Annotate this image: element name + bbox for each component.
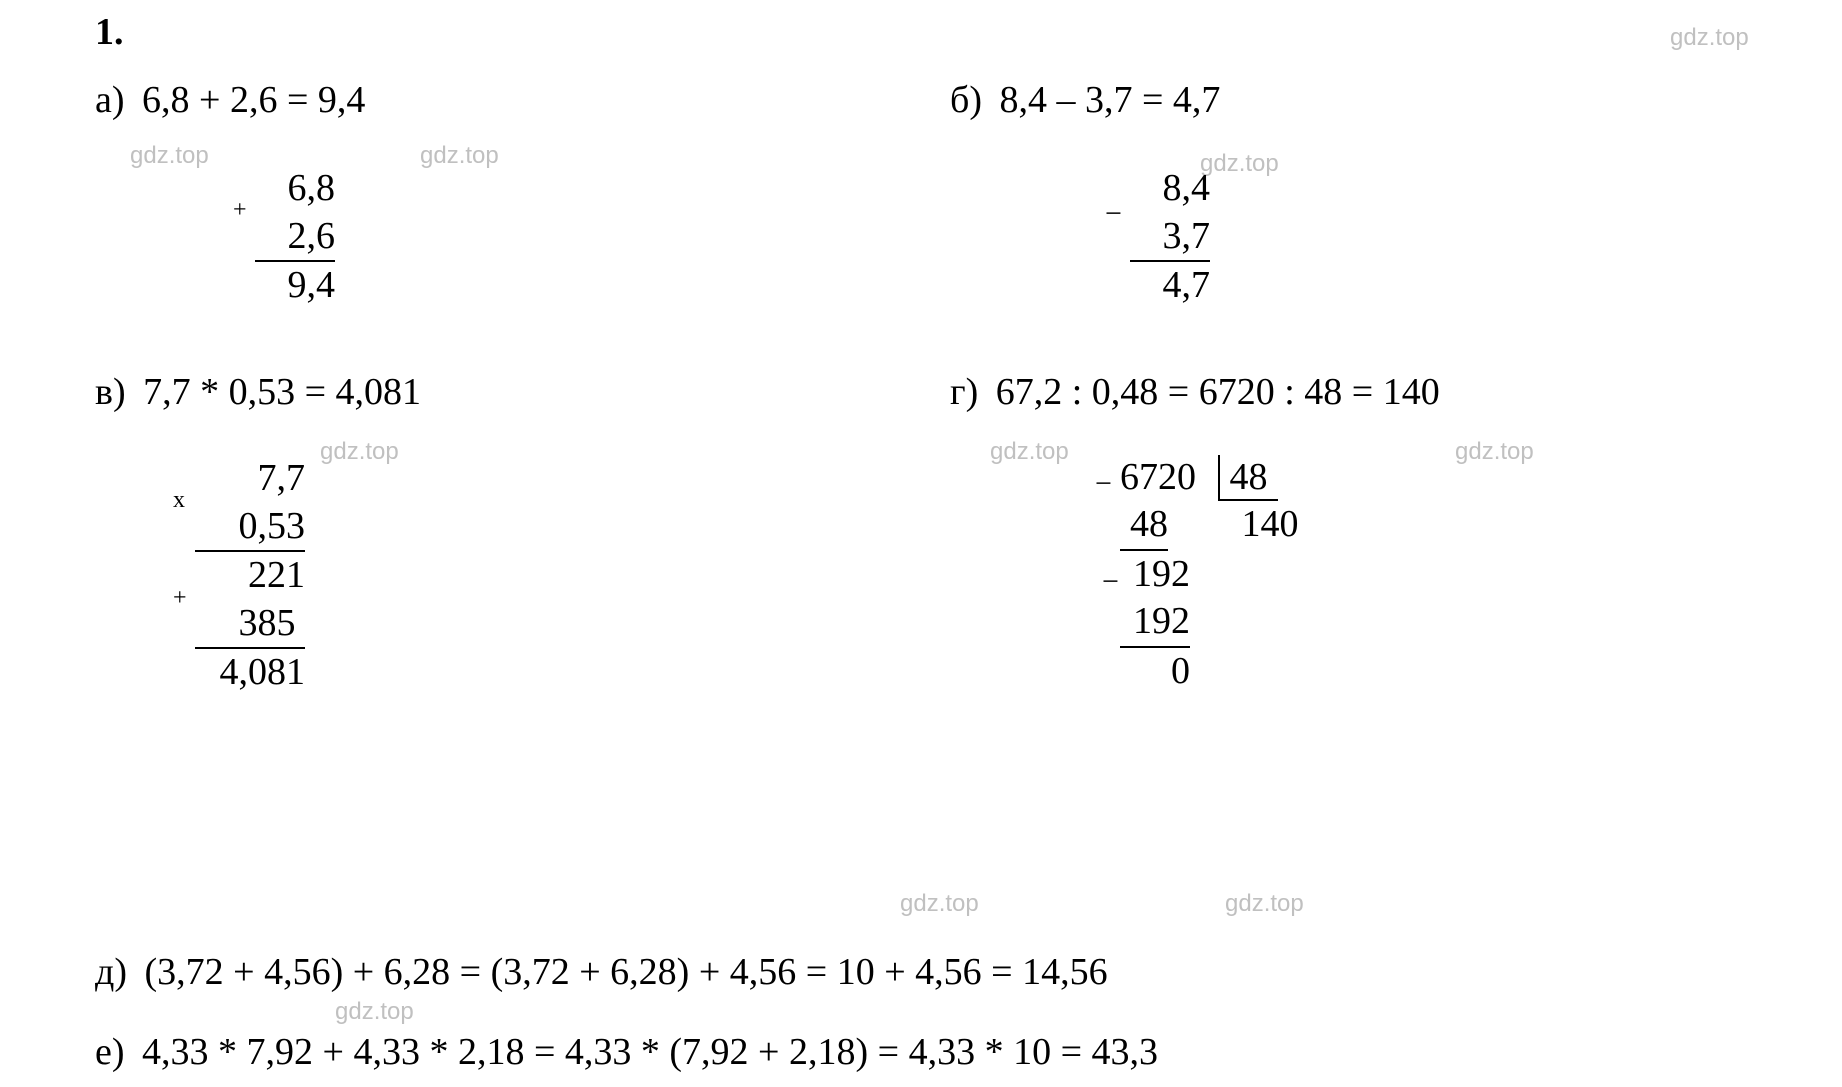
part-d-equation: (3,72 + 4,56) + 6,28 = (3,72 + 6,28) + 4…	[145, 951, 1108, 993]
step1-bring: 192	[1120, 551, 1190, 599]
minus-sign: −	[1105, 197, 1122, 231]
watermark: gdz.top	[1200, 150, 1279, 178]
watermark: gdz.top	[130, 142, 209, 170]
part-d: д) (3,72 + 4,56) + 6,28 = (3,72 + 6,28) …	[95, 950, 1108, 994]
sum: 9,4	[255, 262, 335, 310]
watermark: gdz.top	[990, 438, 1069, 466]
plus-sign: +	[233, 197, 247, 224]
part-g: г) 67,2 : 0,48 = 6720 : 48 = 140	[950, 370, 1440, 414]
product: 4,081	[195, 649, 305, 697]
part-b-label: б)	[950, 79, 982, 121]
problem-number: 1.	[95, 10, 124, 54]
minus-sign: −	[1102, 563, 1119, 601]
watermark: gdz.top	[420, 142, 499, 170]
part-a: а) 6,8 + 2,6 = 9,4	[95, 78, 365, 122]
part-a-equation: 6,8 + 2,6 = 9,4	[142, 79, 365, 121]
step1-minus: 48	[1120, 501, 1168, 551]
difference: 4,7	[1130, 262, 1210, 310]
multiplicand: 7,7	[195, 455, 305, 503]
partial-2: 385	[195, 600, 305, 650]
part-b-equation: 8,4 – 3,7 = 4,7	[1000, 79, 1221, 121]
watermark: gdz.top	[335, 998, 414, 1026]
plus-sign: +	[173, 585, 187, 612]
multiplier: 0,53	[195, 503, 305, 553]
divisor: 48	[1218, 455, 1278, 501]
part-b: б) 8,4 – 3,7 = 4,7	[950, 78, 1220, 122]
part-g-equation: 67,2 : 0,48 = 6720 : 48 = 140	[996, 371, 1440, 413]
page: 1. gdz.top gdz.top gdz.top gdz.top gdz.t…	[0, 0, 1842, 1087]
dividend: 6720	[1120, 455, 1196, 499]
watermark: gdz.top	[320, 438, 399, 466]
watermark: gdz.top	[900, 890, 979, 918]
watermark: gdz.top	[1670, 24, 1749, 52]
watermark: gdz.top	[1225, 890, 1304, 918]
part-b-column: − 8,4 3,7 4,7	[1130, 165, 1210, 310]
part-e: е) 4,33 * 7,92 + 4,33 * 2,18 = 4,33 * (7…	[95, 1030, 1158, 1074]
partial-1: 221	[195, 552, 305, 600]
quotient: 140	[1242, 501, 1299, 549]
part-d-label: д)	[95, 951, 127, 993]
part-v-label: в)	[95, 371, 126, 413]
minus-sign: −	[1095, 467, 1112, 501]
remainder: 0	[1120, 648, 1190, 696]
subtrahend: 3,7	[1130, 213, 1210, 263]
step2-minus: 192	[1120, 598, 1190, 648]
part-v: в) 7,7 * 0,53 = 4,081	[95, 370, 421, 414]
addend-2: 2,6	[255, 213, 335, 263]
watermark: gdz.top	[1455, 438, 1534, 466]
part-v-column: x 7,7 0,53 + 221 385 4,081	[195, 455, 305, 697]
part-g-label: г)	[950, 371, 978, 413]
part-e-label: е)	[95, 1031, 125, 1073]
part-g-longdiv: − 6720 48 48 140 − 192 192 0	[1120, 455, 1299, 695]
part-a-label: а)	[95, 79, 125, 121]
part-a-column: + 6,8 2,6 9,4	[255, 165, 335, 310]
times-sign: x	[173, 487, 185, 514]
addend-1: 6,8	[255, 165, 335, 213]
part-v-equation: 7,7 * 0,53 = 4,081	[143, 371, 421, 413]
minuend: 8,4	[1130, 165, 1210, 213]
part-e-equation: 4,33 * 7,92 + 4,33 * 2,18 = 4,33 * (7,92…	[142, 1031, 1158, 1073]
